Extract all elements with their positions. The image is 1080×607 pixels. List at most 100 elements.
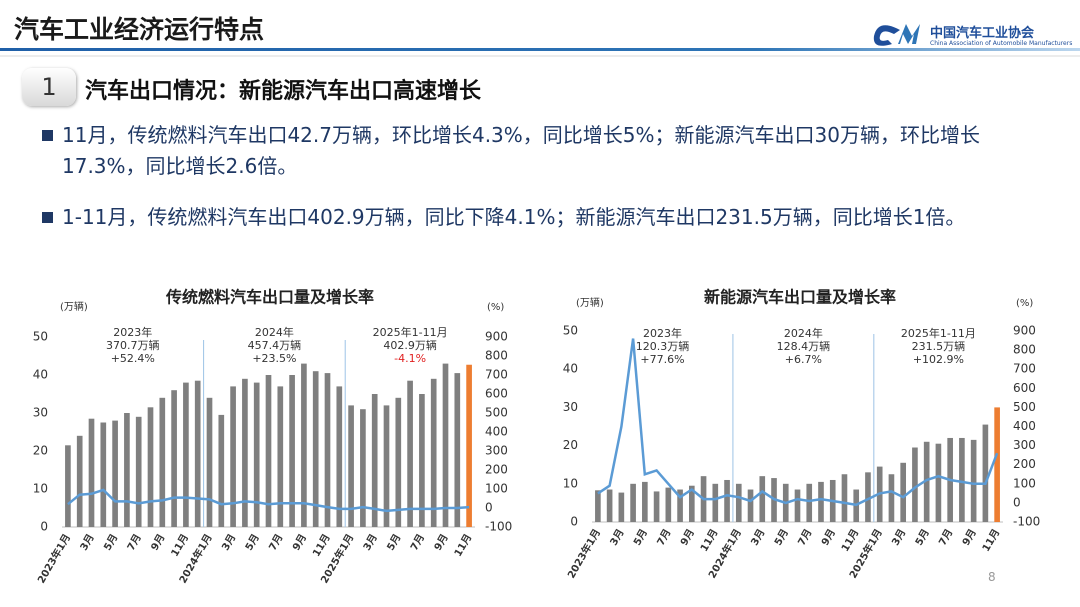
x-tick-label: 11月 [980, 527, 1002, 554]
chart-title: 传统燃料汽车出口量及增长率 [165, 288, 374, 307]
y-tick-label: 50 [33, 330, 48, 344]
bar [841, 474, 848, 522]
bar [206, 397, 213, 527]
y-tick-label: 40 [563, 362, 578, 376]
x-tick-label: 9月 [149, 532, 168, 553]
bar [159, 397, 166, 527]
bar [466, 364, 472, 527]
org-name: 中国汽车工业协会 [930, 26, 1035, 41]
x-tick-label: 9月 [290, 532, 309, 553]
y2-tick-label: -100 [485, 520, 512, 534]
y2-tick-label: 500 [485, 406, 508, 420]
x-tick-label: 5月 [631, 527, 650, 548]
annotation: 402.9万辆 [383, 338, 437, 352]
bar [454, 373, 461, 527]
bar [688, 485, 695, 522]
bar [712, 483, 719, 522]
annotation: 2024年 [255, 325, 294, 339]
bar [65, 445, 71, 527]
bar [735, 483, 742, 522]
y-tick-label: 20 [33, 444, 48, 458]
bullet-text: 11月，传统燃料汽车出口42.7万辆，环比增长4.3%，同比增长5%；新能源汽车… [62, 123, 980, 178]
bar [759, 476, 766, 522]
y-axis-unit: (万辆) [576, 296, 604, 309]
y-tick-label: 30 [563, 400, 578, 414]
bar [371, 394, 378, 527]
y2-axis-unit: (%) [487, 302, 504, 313]
x-tick-label: 5月 [101, 532, 120, 553]
annotation: 370.7万辆 [106, 338, 160, 352]
bar [100, 422, 107, 527]
annotation: 2023年 [643, 326, 682, 340]
chart-title: 新能源汽车出口量及增长率 [704, 288, 896, 307]
bar [360, 409, 366, 527]
y2-tick-label: 100 [485, 482, 508, 496]
bar [289, 375, 295, 527]
bar [253, 382, 260, 527]
bar [419, 394, 425, 527]
growth-line [597, 338, 999, 507]
y-tick-label: 10 [563, 476, 578, 490]
slide-title: 汽车工业经济运行特点 [14, 15, 265, 44]
x-tick-label: 7月 [796, 527, 815, 548]
y-tick-label: 20 [563, 438, 578, 452]
annotation: +23.5% [252, 352, 296, 365]
bar [336, 386, 343, 527]
annotation: 2024年 [784, 326, 823, 340]
header-rule [0, 48, 1080, 51]
bar [806, 483, 813, 522]
bar [982, 424, 989, 522]
section-title: 汽车出口情况：新能源汽车出口高速增长 [85, 79, 482, 104]
y2-tick-label: 100 [1013, 476, 1036, 490]
x-tick-label: 5月 [772, 527, 791, 548]
y2-tick-label: 800 [485, 349, 508, 363]
x-tick-label: 7月 [408, 532, 427, 553]
y2-tick-label: 0 [485, 501, 493, 515]
x-tick-label: 5月 [913, 527, 932, 548]
x-tick-label: 3月 [749, 527, 768, 548]
bar [994, 407, 1000, 522]
bar [383, 405, 390, 527]
bar [888, 474, 895, 522]
bar [88, 418, 95, 527]
bar [818, 481, 824, 522]
annotation: +102.9% [913, 353, 964, 366]
y-tick-label: 0 [40, 520, 48, 534]
bar [618, 492, 625, 522]
x-tick-label: 5月 [385, 532, 404, 553]
bar [959, 437, 965, 522]
bar [135, 416, 142, 527]
y2-tick-label: 500 [1013, 400, 1036, 414]
bar [970, 439, 977, 522]
annotation: 128.4万辆 [777, 339, 831, 353]
bar [218, 414, 225, 527]
x-tick-label: 11月 [310, 532, 332, 559]
annotation: +6.7% [785, 353, 822, 366]
bar [124, 413, 130, 527]
y-tick-label: 30 [33, 406, 48, 420]
annotation: 2025年1-11月 [373, 325, 448, 339]
bar [301, 363, 307, 527]
bar [112, 420, 118, 527]
x-tick-label: 9月 [819, 527, 838, 548]
y-tick-label: 40 [33, 368, 48, 382]
bar [630, 483, 636, 522]
x-tick-label: 11月 [698, 527, 720, 554]
annotation: +52.4% [111, 352, 155, 365]
bar [194, 380, 201, 527]
y2-tick-label: 900 [485, 330, 508, 344]
y2-axis-unit: (%) [1016, 298, 1033, 309]
x-tick-label: 3月 [608, 527, 627, 548]
y2-tick-label: 600 [485, 387, 508, 401]
bar [923, 441, 930, 522]
bar [935, 443, 942, 522]
y-axis-unit: (万辆) [60, 300, 88, 313]
y-tick-label: 50 [563, 324, 578, 338]
page-number: 8 [988, 570, 996, 584]
bar [395, 397, 402, 527]
bar [677, 489, 683, 522]
x-tick-label: 7月 [267, 532, 286, 553]
annotation: 2025年1-11月 [901, 326, 976, 340]
y-tick-label: 10 [33, 482, 48, 496]
